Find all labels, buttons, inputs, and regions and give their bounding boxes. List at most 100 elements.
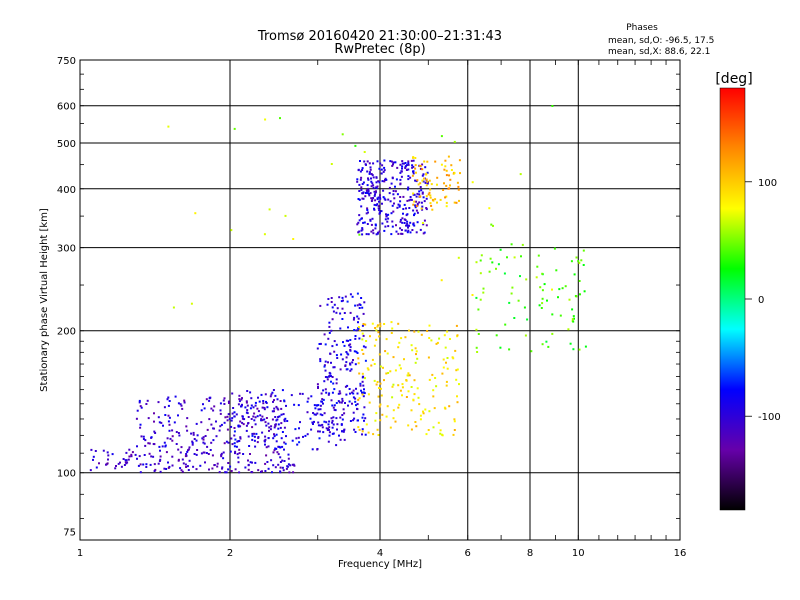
data-point	[391, 327, 394, 330]
data-point	[367, 368, 370, 371]
data-point	[373, 203, 376, 206]
data-point	[231, 412, 234, 415]
y-tick-label: 300	[57, 244, 76, 255]
data-point	[140, 435, 143, 438]
data-point	[378, 181, 381, 184]
data-point	[119, 461, 121, 464]
data-point	[401, 167, 403, 170]
data-point	[195, 468, 198, 471]
data-point	[92, 455, 95, 458]
data-point	[359, 304, 362, 306]
data-point	[216, 465, 219, 468]
data-point	[158, 445, 161, 448]
data-point	[427, 429, 430, 431]
data-point	[573, 317, 575, 320]
data-point	[340, 423, 343, 426]
data-point	[344, 402, 346, 404]
data-point	[272, 400, 274, 403]
data-point	[267, 422, 270, 425]
data-point	[372, 162, 375, 165]
data-point	[376, 428, 379, 431]
data-point	[250, 404, 253, 407]
data-point	[275, 433, 278, 436]
data-point	[317, 385, 319, 388]
data-point	[330, 329, 333, 332]
x-tick-label: 6	[465, 548, 471, 559]
data-point	[445, 384, 448, 387]
data-point	[380, 387, 382, 390]
data-point	[333, 366, 336, 369]
data-point	[276, 398, 279, 401]
data-point	[506, 256, 508, 259]
data-point	[561, 287, 564, 290]
data-point	[336, 423, 339, 426]
data-point	[272, 451, 275, 454]
data-point	[387, 213, 390, 216]
data-point	[397, 346, 400, 349]
data-point	[347, 326, 349, 329]
data-point	[172, 306, 175, 309]
data-point	[445, 205, 448, 208]
data-point	[382, 366, 384, 369]
data-point	[331, 376, 334, 378]
data-point	[260, 419, 263, 422]
data-point	[236, 440, 239, 443]
data-point	[399, 227, 402, 230]
data-point	[294, 428, 297, 431]
data-point	[330, 417, 333, 420]
data-point	[356, 403, 359, 406]
data-point	[392, 193, 395, 196]
data-point	[479, 272, 482, 275]
data-point	[352, 419, 355, 422]
data-point	[571, 308, 574, 311]
data-point	[319, 342, 322, 345]
data-point	[306, 433, 309, 436]
data-point	[397, 203, 400, 206]
data-point	[332, 406, 335, 409]
data-point	[283, 426, 286, 429]
data-point	[357, 221, 360, 224]
data-point	[316, 448, 319, 451]
data-point	[358, 230, 361, 233]
colorbar-ticks: 100 0 -100	[745, 178, 781, 423]
data-point	[383, 379, 385, 382]
data-point	[378, 200, 380, 203]
data-point	[171, 464, 174, 467]
data-point	[195, 422, 198, 425]
data-point	[458, 199, 460, 202]
data-point	[551, 105, 554, 107]
data-point	[211, 467, 214, 470]
data-point	[368, 172, 371, 175]
data-point	[192, 431, 195, 434]
data-point	[445, 169, 448, 172]
data-point	[480, 254, 483, 257]
data-point	[402, 212, 404, 215]
data-point	[457, 256, 460, 259]
data-point	[378, 167, 381, 170]
data-point	[247, 468, 250, 471]
data-point	[199, 464, 202, 467]
data-point	[349, 369, 352, 372]
data-point	[379, 211, 381, 214]
data-point	[422, 180, 425, 183]
data-point	[580, 259, 583, 262]
data-point	[356, 304, 359, 307]
data-point	[323, 420, 326, 423]
data-point	[409, 196, 412, 198]
data-point	[247, 416, 250, 418]
data-point	[106, 451, 109, 454]
data-point	[436, 176, 439, 179]
data-point	[361, 233, 364, 236]
data-point	[356, 352, 359, 354]
data-point	[378, 335, 381, 338]
data-point	[490, 223, 493, 226]
data-point	[268, 208, 271, 211]
data-point	[390, 332, 393, 334]
data-point	[407, 226, 409, 229]
data-point	[398, 341, 401, 344]
data-point	[392, 417, 395, 420]
data-point	[416, 221, 419, 224]
data-point	[159, 470, 162, 473]
data-point	[283, 460, 286, 462]
data-point	[354, 363, 357, 366]
